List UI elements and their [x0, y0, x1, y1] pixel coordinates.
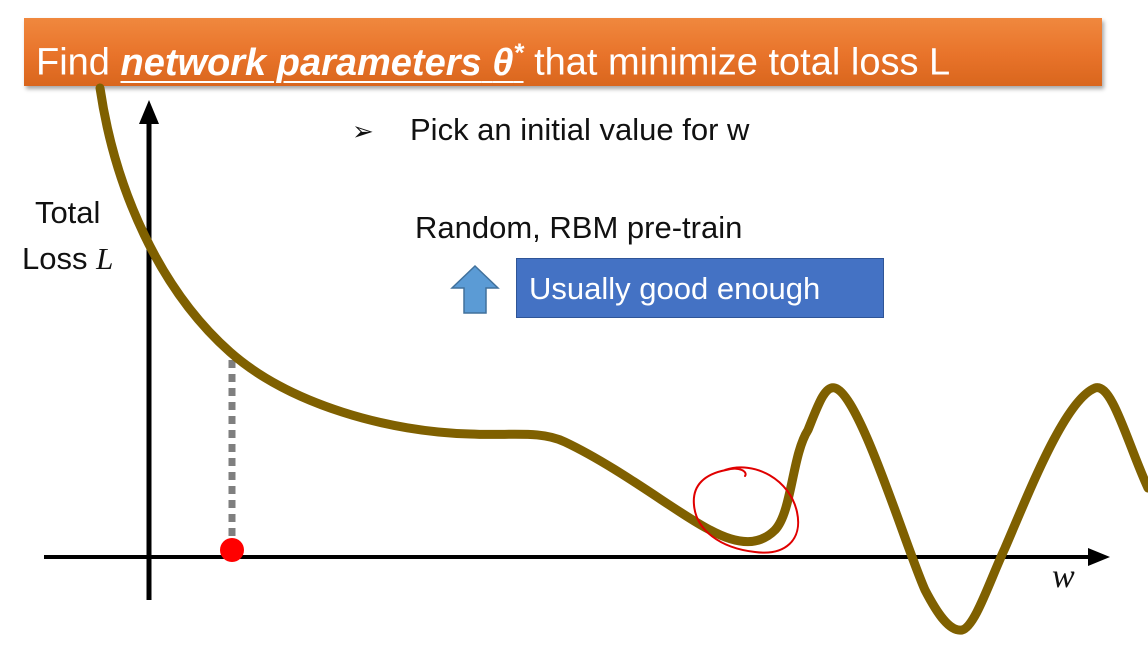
y-axis-label-line1: Total — [34, 195, 101, 230]
up-arrow-icon — [450, 264, 500, 314]
theta-star: * — [513, 37, 524, 67]
y-axis-variable: L — [96, 241, 114, 276]
init-methods-text: Random, RBM pre-train — [415, 210, 743, 245]
local-minimum-circle — [692, 466, 800, 554]
title-suffix: that minimize total loss L — [523, 41, 951, 84]
theta-symbol: θ — [492, 41, 514, 84]
x-axis-label: w — [1052, 558, 1075, 595]
bullet-text: Pick an initial value for w — [410, 112, 750, 147]
initial-point — [220, 538, 244, 562]
arrowhead-bullet-icon: ➢ — [352, 116, 374, 146]
y-axis-label: Total Loss L — [22, 190, 113, 282]
y-axis-label-line2: Loss — [22, 241, 97, 276]
x-axis-arrowhead — [1088, 548, 1110, 566]
y-axis-arrowhead — [139, 100, 159, 124]
loss-curve — [95, 83, 1148, 635]
title-emphasis: network parameters θ* — [120, 37, 524, 84]
title-banner: Find network parameters θ* that minimize… — [24, 18, 1102, 86]
bullet-point: ➢ Pick an initial value for w — [352, 112, 749, 148]
title-prefix: Find — [36, 41, 121, 84]
usually-good-enough-box: Usually good enough — [516, 258, 884, 318]
